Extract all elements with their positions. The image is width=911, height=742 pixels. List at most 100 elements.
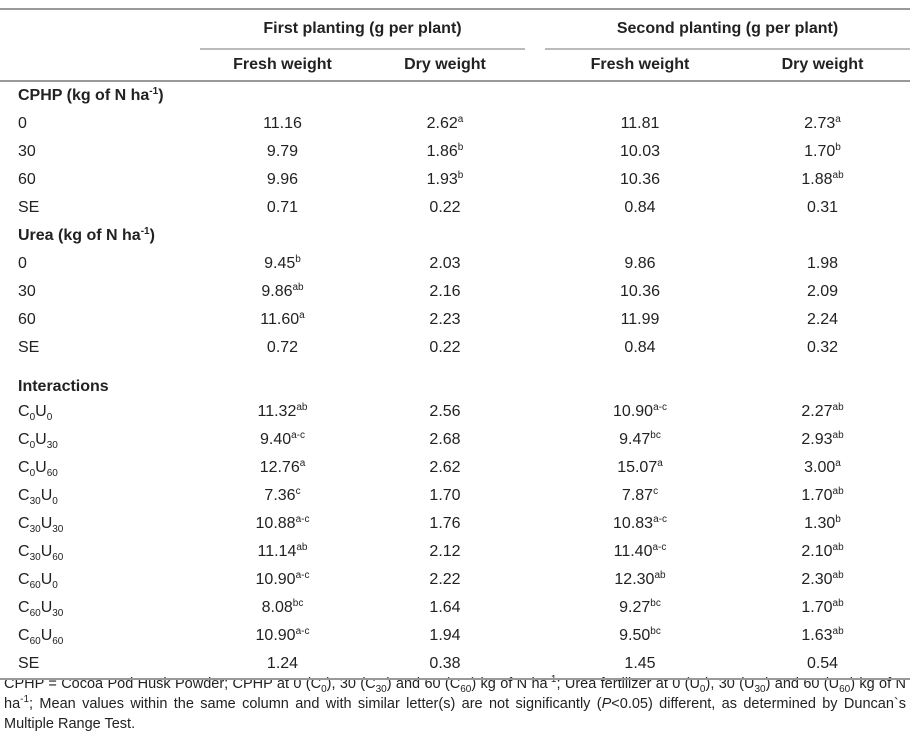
text: 1.63 — [801, 627, 833, 644]
cell: 1.70b — [735, 138, 910, 166]
cell: 12.30ab — [545, 566, 735, 594]
text: 2.24 — [806, 311, 839, 328]
sup: a-c — [295, 514, 310, 525]
text: 8.08 — [261, 599, 293, 616]
sub: 60 — [460, 684, 472, 695]
sup: ab — [832, 542, 844, 553]
sub: 30 — [29, 552, 41, 563]
sup: a-c — [652, 542, 667, 553]
sup: bc — [650, 626, 661, 637]
cell: 8.08bc — [200, 594, 365, 622]
data-row: C60U0 10.90a-c 2.22 12.30ab 2.30ab — [0, 566, 910, 594]
group-header: First planting (g per plant) — [200, 8, 525, 50]
text: 60 — [18, 311, 36, 328]
row-label: 0 — [0, 110, 200, 138]
row-label: 30 — [0, 278, 200, 306]
text: 0.84 — [624, 199, 656, 216]
sub: 60 — [52, 636, 64, 647]
text: 9.79 — [266, 143, 299, 160]
cell: 9.50bc — [545, 622, 735, 650]
sup: ab — [292, 282, 304, 293]
footnote: CPHP = Cocoa Pod Husk Powder; CPHP at 0 … — [4, 674, 906, 734]
spacer — [525, 8, 545, 49]
text: 11.99 — [620, 311, 660, 328]
text: 1.76 — [429, 515, 461, 532]
text: ; Urea fertilizer at 0 (U — [556, 676, 700, 692]
sup: bc — [292, 598, 304, 609]
text: 10.03 — [619, 143, 661, 160]
text: Urea (kg of N ha — [18, 227, 141, 244]
data-row: 0 11.16 2.62a 11.81 2.73a — [0, 110, 910, 138]
spacer — [525, 622, 545, 650]
column-header: Dry weight — [365, 49, 525, 82]
data-row: SE 0.72 0.22 0.84 0.32 — [0, 334, 910, 362]
text: 1.30 — [804, 515, 836, 532]
text: CPHP (kg of N ha — [18, 87, 150, 104]
row-label: 60 — [0, 306, 200, 334]
text: SE — [18, 655, 40, 672]
spacer — [525, 426, 545, 454]
sup: a — [657, 458, 663, 469]
text: C — [18, 431, 30, 448]
text: 2.73 — [804, 115, 836, 132]
text: ) and 60 (C — [386, 676, 461, 692]
text: 0.72 — [266, 339, 299, 356]
text: C — [18, 403, 30, 420]
cell: 0.84 — [545, 334, 735, 362]
text: 0.22 — [429, 199, 461, 216]
row-label: C30U60 — [0, 538, 200, 566]
sup: c — [653, 486, 659, 497]
section-title: CPHP (kg of N ha-1) — [0, 81, 910, 110]
text: 2.12 — [429, 543, 461, 560]
text: 30 — [18, 283, 36, 300]
cell: 15.07a — [545, 454, 735, 482]
text: U — [40, 543, 53, 560]
text: 1.64 — [429, 599, 461, 616]
text: 7.87 — [621, 487, 654, 504]
cell: 2.03 — [365, 250, 525, 278]
data-row: C0U60 12.76a 2.62 15.07a 3.00a — [0, 454, 910, 482]
cell: 2.23 — [365, 306, 525, 334]
cell: 1.24 — [200, 650, 365, 680]
text: Interactions — [18, 378, 109, 395]
text: 1.70 — [429, 487, 461, 504]
cell: 2.56 — [365, 398, 525, 426]
text: ) kg of N ha — [4, 676, 906, 712]
text: C — [18, 487, 30, 504]
text: 11.40 — [613, 543, 653, 560]
sup: a — [299, 458, 306, 469]
sup: a-c — [291, 430, 306, 441]
sup: ab — [832, 170, 844, 181]
cell: 10.90a-c — [200, 622, 365, 650]
text: C — [18, 627, 30, 644]
sup: -1 — [140, 226, 150, 237]
cell: 2.68 — [365, 426, 525, 454]
text: 1.88 — [801, 171, 833, 188]
text: 10.88 — [255, 515, 296, 532]
text: 9.96 — [266, 171, 299, 188]
cell: 2.24 — [735, 306, 910, 334]
text: U — [40, 515, 53, 532]
cell: 0.32 — [735, 334, 910, 362]
sub: 0 — [52, 496, 58, 507]
data-row: C0U30 9.40a-c 2.68 9.47bc 2.93ab — [0, 426, 910, 454]
cell: 1.93b — [365, 166, 525, 194]
text: 9.45 — [264, 255, 296, 272]
text: 10.83 — [613, 515, 654, 532]
sub: 0 — [52, 580, 58, 591]
cell: 10.88a-c — [200, 510, 365, 538]
spacer — [525, 138, 545, 166]
sup: ab — [832, 626, 844, 637]
sub: 0 — [321, 684, 327, 695]
cell: 11.40a-c — [545, 538, 735, 566]
sup: a — [299, 310, 305, 321]
cell: 10.03 — [545, 138, 735, 166]
cell: 10.36 — [545, 278, 735, 306]
spacer — [525, 398, 545, 426]
cell: 9.27bc — [545, 594, 735, 622]
sub: 30 — [29, 496, 41, 507]
sub: 30 — [375, 684, 387, 695]
text: C — [18, 543, 30, 560]
text: 11.32 — [257, 403, 297, 420]
